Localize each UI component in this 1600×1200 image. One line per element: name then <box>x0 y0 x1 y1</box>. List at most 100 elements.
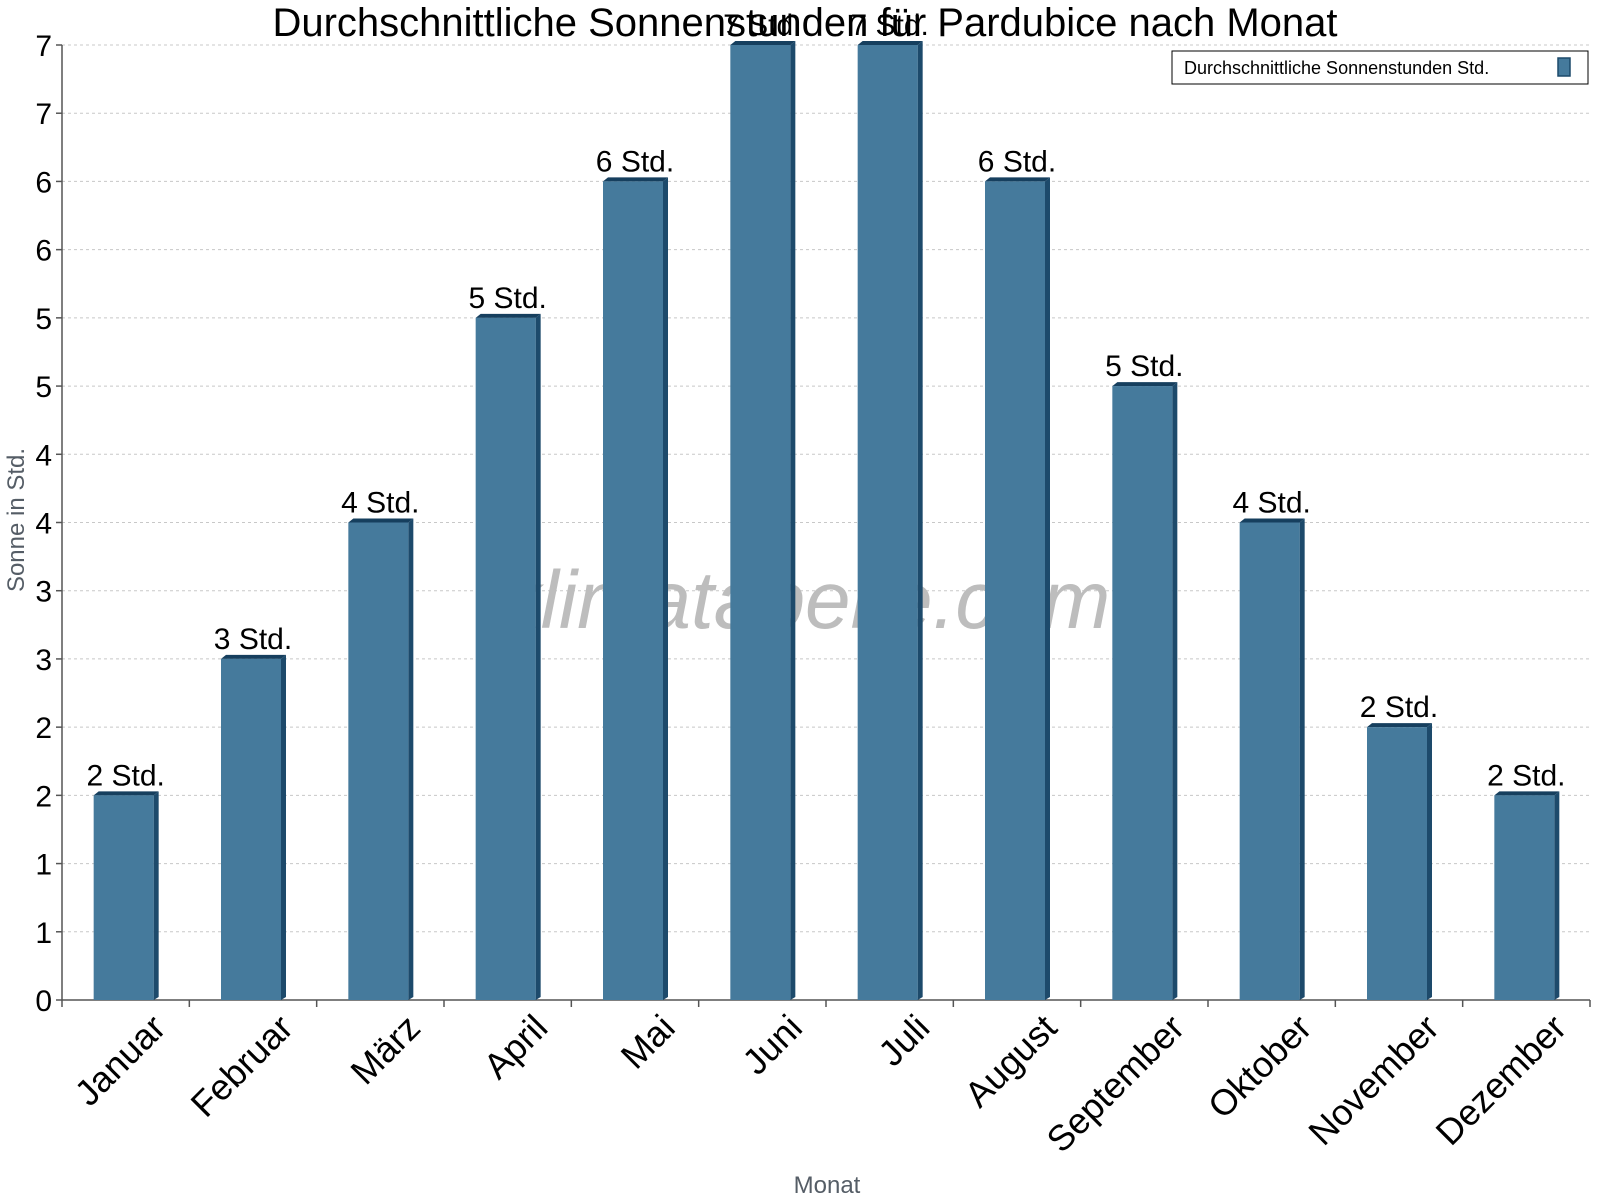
bar-side <box>1427 723 1432 1000</box>
bar-1 <box>93 791 159 1000</box>
bar-front <box>857 45 918 1000</box>
bar-4 <box>475 313 541 1000</box>
bar-front <box>1367 727 1427 1000</box>
bar-side <box>1299 518 1305 1000</box>
bar-side <box>408 518 414 1000</box>
x-tick-label: Dezember <box>1428 1007 1574 1153</box>
bar-top <box>93 791 159 796</box>
y-axis-ticks: 0 1 1 2 2 3 3 4 4 5 5 6 6 7 7 <box>35 30 62 1018</box>
y-tick-label: 1 <box>35 917 52 950</box>
bar-8 <box>985 177 1050 1000</box>
x-tick-label: Februar <box>183 1007 301 1125</box>
gridlines <box>62 44 1590 933</box>
bar-3 <box>348 518 414 1000</box>
y-tick-label: 4 <box>35 508 52 541</box>
data-label: 6 Std. <box>596 145 674 178</box>
x-axis-title: Monat <box>794 1172 861 1199</box>
bar-top <box>985 177 1050 182</box>
bar-front <box>1239 522 1300 1000</box>
bar-front <box>985 181 1045 1000</box>
y-axis-title: Sonne in Std. <box>3 448 30 592</box>
data-label: 2 Std. <box>1360 691 1438 724</box>
y-tick-label: 6 <box>35 166 52 199</box>
data-label: 7 Std. <box>850 9 928 42</box>
bar-12 <box>1494 791 1560 1000</box>
bar-top <box>1494 791 1560 796</box>
y-tick-label: 2 <box>35 712 52 745</box>
y-tick-label: 3 <box>35 644 52 677</box>
bar-side <box>1172 382 1178 1001</box>
bar-top <box>1239 518 1305 523</box>
bar-top <box>221 654 286 659</box>
bar-top <box>475 313 541 318</box>
y-tick-label: 5 <box>35 371 52 404</box>
x-tick-label: August <box>956 1007 1064 1115</box>
data-label: 5 Std. <box>1105 350 1183 383</box>
x-tick-label: Juli <box>870 1007 937 1074</box>
bar-5 <box>603 177 668 1000</box>
data-label: 5 Std. <box>468 282 546 315</box>
data-label: 2 Std. <box>1487 759 1565 792</box>
bar-front <box>475 317 536 1000</box>
bar-front <box>348 522 409 1000</box>
y-tick-label: 5 <box>35 303 52 336</box>
bar-top <box>603 177 668 182</box>
y-tick-label: 3 <box>35 576 52 609</box>
bar-6 <box>730 41 796 1000</box>
x-tick-label: Juni <box>734 1007 810 1083</box>
bar-side <box>1554 791 1560 1000</box>
bar-front <box>221 658 281 1000</box>
data-label: 2 Std. <box>86 759 164 792</box>
bar-top <box>857 41 923 45</box>
y-tick-label: 6 <box>35 235 52 268</box>
bar-9 <box>1112 382 1178 1001</box>
bar-top <box>1112 382 1178 387</box>
bar-top <box>348 518 414 523</box>
data-label: 3 Std. <box>214 623 292 656</box>
chart-title: Durchschnittliche Sonnenstunden für Pard… <box>272 1 1337 45</box>
x-tick-label: November <box>1300 1007 1446 1153</box>
bar-front <box>93 795 154 1000</box>
y-tick-label: 0 <box>35 985 52 1018</box>
bar-front <box>603 181 663 1000</box>
x-axis-ticks: Januar Februar März April Mai Juni Juli AugustS… <box>61 1000 1591 1161</box>
data-labels: 2 Std. 3 Std. 4 Std. 5 Std. 6 Std. 7 Std. 7 St… <box>86 9 1565 792</box>
data-label: 6 Std. <box>978 145 1056 178</box>
legend-swatch <box>1557 57 1571 77</box>
bar-side <box>281 654 286 1000</box>
y-tick-label: 2 <box>35 780 52 813</box>
bar-side <box>790 41 796 1000</box>
data-label: 7 Std. <box>723 9 801 42</box>
bar-2 <box>221 654 286 1000</box>
y-tick-label: 7 <box>35 30 52 63</box>
bar-7 <box>857 41 923 1000</box>
data-label: 4 Std. <box>341 487 419 520</box>
bar-front <box>730 45 791 1000</box>
bar-front <box>1494 795 1555 1000</box>
bar-11 <box>1367 723 1432 1000</box>
bar-top <box>730 41 796 45</box>
bar-side <box>663 177 668 1000</box>
bar-side <box>535 313 541 1000</box>
bar-side <box>153 791 159 1000</box>
y-tick-label: 7 <box>35 98 52 131</box>
legend-label: Durchschnittliche Sonnenstunden Std. <box>1184 58 1489 78</box>
legend: Durchschnittliche Sonnenstunden Std. <box>1171 50 1589 85</box>
bar-front <box>1112 386 1173 1001</box>
legend-box <box>1171 50 1589 85</box>
x-tick-label: Januar <box>66 1007 173 1114</box>
y-tick-label: 4 <box>35 439 52 472</box>
data-label: 4 Std. <box>1232 487 1310 520</box>
bar-top <box>1367 723 1432 728</box>
x-tick-label: September <box>1038 1007 1192 1161</box>
x-tick-label: Mai <box>613 1007 683 1077</box>
bars <box>93 41 1560 1001</box>
x-tick-label: Oktober <box>1200 1007 1320 1127</box>
x-tick-label: März <box>342 1007 428 1093</box>
bar-side <box>917 41 923 1000</box>
bar-side <box>1045 177 1050 1000</box>
x-tick-label: April <box>475 1007 555 1087</box>
y-tick-label: 1 <box>35 849 52 882</box>
bar-10 <box>1239 518 1305 1000</box>
